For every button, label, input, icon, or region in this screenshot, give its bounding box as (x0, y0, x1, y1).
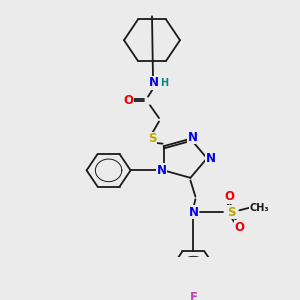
Text: O: O (234, 221, 244, 234)
Text: CH₃: CH₃ (250, 203, 269, 213)
Text: H: H (160, 78, 168, 88)
Text: S: S (148, 132, 156, 145)
Text: N: N (206, 152, 216, 165)
Text: O: O (123, 94, 133, 107)
Text: N: N (157, 164, 166, 177)
Text: N: N (188, 130, 197, 143)
Text: O: O (224, 190, 234, 203)
Text: N: N (188, 206, 198, 218)
Text: S: S (227, 206, 236, 218)
Text: N: N (149, 76, 159, 89)
Text: F: F (189, 291, 197, 300)
